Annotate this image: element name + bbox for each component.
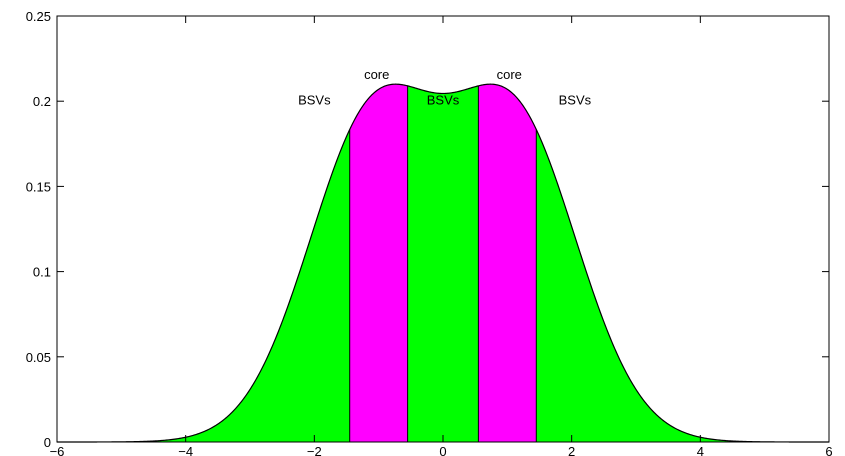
y-tick-label: 0.1: [33, 265, 51, 280]
y-tick-label: 0.05: [26, 350, 51, 365]
region-0: [57, 129, 350, 442]
region-4: [536, 129, 829, 442]
y-tick-label: 0: [44, 435, 51, 450]
shaded-regions: [57, 84, 829, 442]
region-2: [407, 85, 479, 442]
x-tick-label: −2: [307, 444, 322, 456]
region-boundaries: [349, 85, 537, 442]
y-tick-label: 0.2: [33, 94, 51, 109]
x-tick-label: −6: [50, 444, 65, 456]
x-tick-label: 0: [439, 444, 446, 456]
x-tick-label: 4: [697, 444, 704, 456]
x-tick-label: −4: [178, 444, 193, 456]
core-label: core: [364, 67, 389, 82]
x-tick-label: 2: [568, 444, 575, 456]
axis-tick-labels: −6 −4 −2 0 2 4 6 0 0.05 0.1 0.15 0.2 0.25: [26, 9, 833, 456]
bsvs-label: BSVs: [427, 93, 460, 108]
region-3: [478, 84, 537, 442]
bsvs-label: BSVs: [298, 93, 331, 108]
region-1: [349, 84, 408, 442]
bsvs-label: BSVs: [559, 93, 592, 108]
core-label: core: [497, 67, 522, 82]
x-tick-label: 6: [825, 444, 832, 456]
y-tick-label: 0.15: [26, 179, 51, 194]
axis-ticks: [56, 15, 830, 443]
annotations: BSVs core BSVs core BSVs: [298, 67, 592, 108]
y-tick-label: 0.25: [26, 9, 51, 24]
